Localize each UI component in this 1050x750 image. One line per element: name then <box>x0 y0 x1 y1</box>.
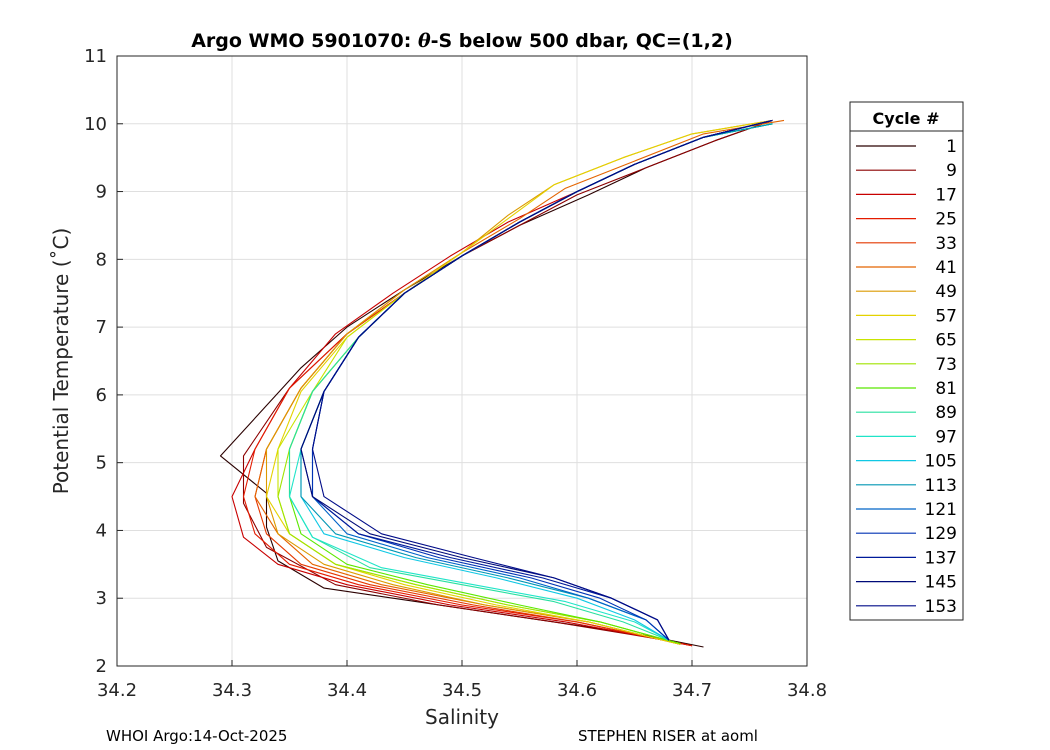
legend-label: 41 <box>935 258 957 278</box>
y-tick-label: 2 <box>96 656 107 677</box>
x-tick-label: 34.8 <box>787 680 827 701</box>
y-tick-label: 10 <box>84 114 107 135</box>
y-axis-label: Potential Temperature (˚C) <box>49 228 73 495</box>
x-tick-label: 34.2 <box>97 680 137 701</box>
x-axis-label: Salinity <box>425 705 499 729</box>
y-tick-label: 9 <box>96 182 107 203</box>
series-line-cycle-153 <box>311 119 773 641</box>
y-tick-label: 7 <box>96 317 107 338</box>
legend-label: 121 <box>925 500 957 520</box>
x-tick-label: 34.3 <box>212 680 252 701</box>
y-tick-label: 6 <box>96 385 107 406</box>
legend-label: 145 <box>925 573 957 593</box>
legend-label: 49 <box>935 282 957 302</box>
legend-title: Cycle # <box>873 109 940 128</box>
x-tick-label: 34.6 <box>557 680 597 701</box>
legend-label: 17 <box>935 185 957 205</box>
y-tick-label: 3 <box>96 588 107 609</box>
y-tick-label: 4 <box>96 520 107 541</box>
legend-label: 89 <box>935 403 957 423</box>
series-group <box>219 119 785 648</box>
legend-label: 73 <box>935 355 957 375</box>
legend-label: 129 <box>925 524 957 544</box>
legend-label: 57 <box>935 306 957 326</box>
y-tick-label: 11 <box>84 46 107 67</box>
chart-title: Argo WMO 5901070: θ-S below 500 dbar, QC… <box>191 30 733 52</box>
y-tick-label: 8 <box>96 249 107 270</box>
footer-left: WHOI Argo:14-Oct-2025 <box>106 727 287 745</box>
legend: Cycle # 1 9 17 25 33 41 49 57 65 73 81 89 97 105 113 12… <box>849 101 964 621</box>
legend-label: 33 <box>935 234 957 254</box>
x-tick-label: 34.7 <box>672 680 712 701</box>
legend-label: 65 <box>935 331 957 351</box>
x-tick-label: 34.4 <box>327 680 367 701</box>
legend-label: 105 <box>925 452 957 472</box>
legend-label: 153 <box>925 597 957 617</box>
axis-ticks: 34.2 34.3 34.4 34.5 34.6 34.7 34.8 2 3 4 5 6 7 8 9 10 11 <box>84 46 827 701</box>
legend-label: 1 <box>946 137 957 157</box>
series-line-cycle-57 <box>265 119 773 645</box>
legend-label: 137 <box>925 548 957 568</box>
footer-right: STEPHEN RISER at aoml <box>578 727 758 745</box>
y-tick-label: 5 <box>96 453 107 474</box>
legend-entries: 1 9 17 25 33 41 49 57 65 73 81 89 97 105 113 121 129 137 1… <box>856 137 957 617</box>
x-tick-label: 34.5 <box>442 680 482 701</box>
legend-label: 25 <box>935 210 957 230</box>
legend-label: 9 <box>946 161 957 181</box>
legend-label: 97 <box>935 427 957 447</box>
legend-label: 81 <box>935 379 957 399</box>
legend-label: 113 <box>925 476 957 496</box>
